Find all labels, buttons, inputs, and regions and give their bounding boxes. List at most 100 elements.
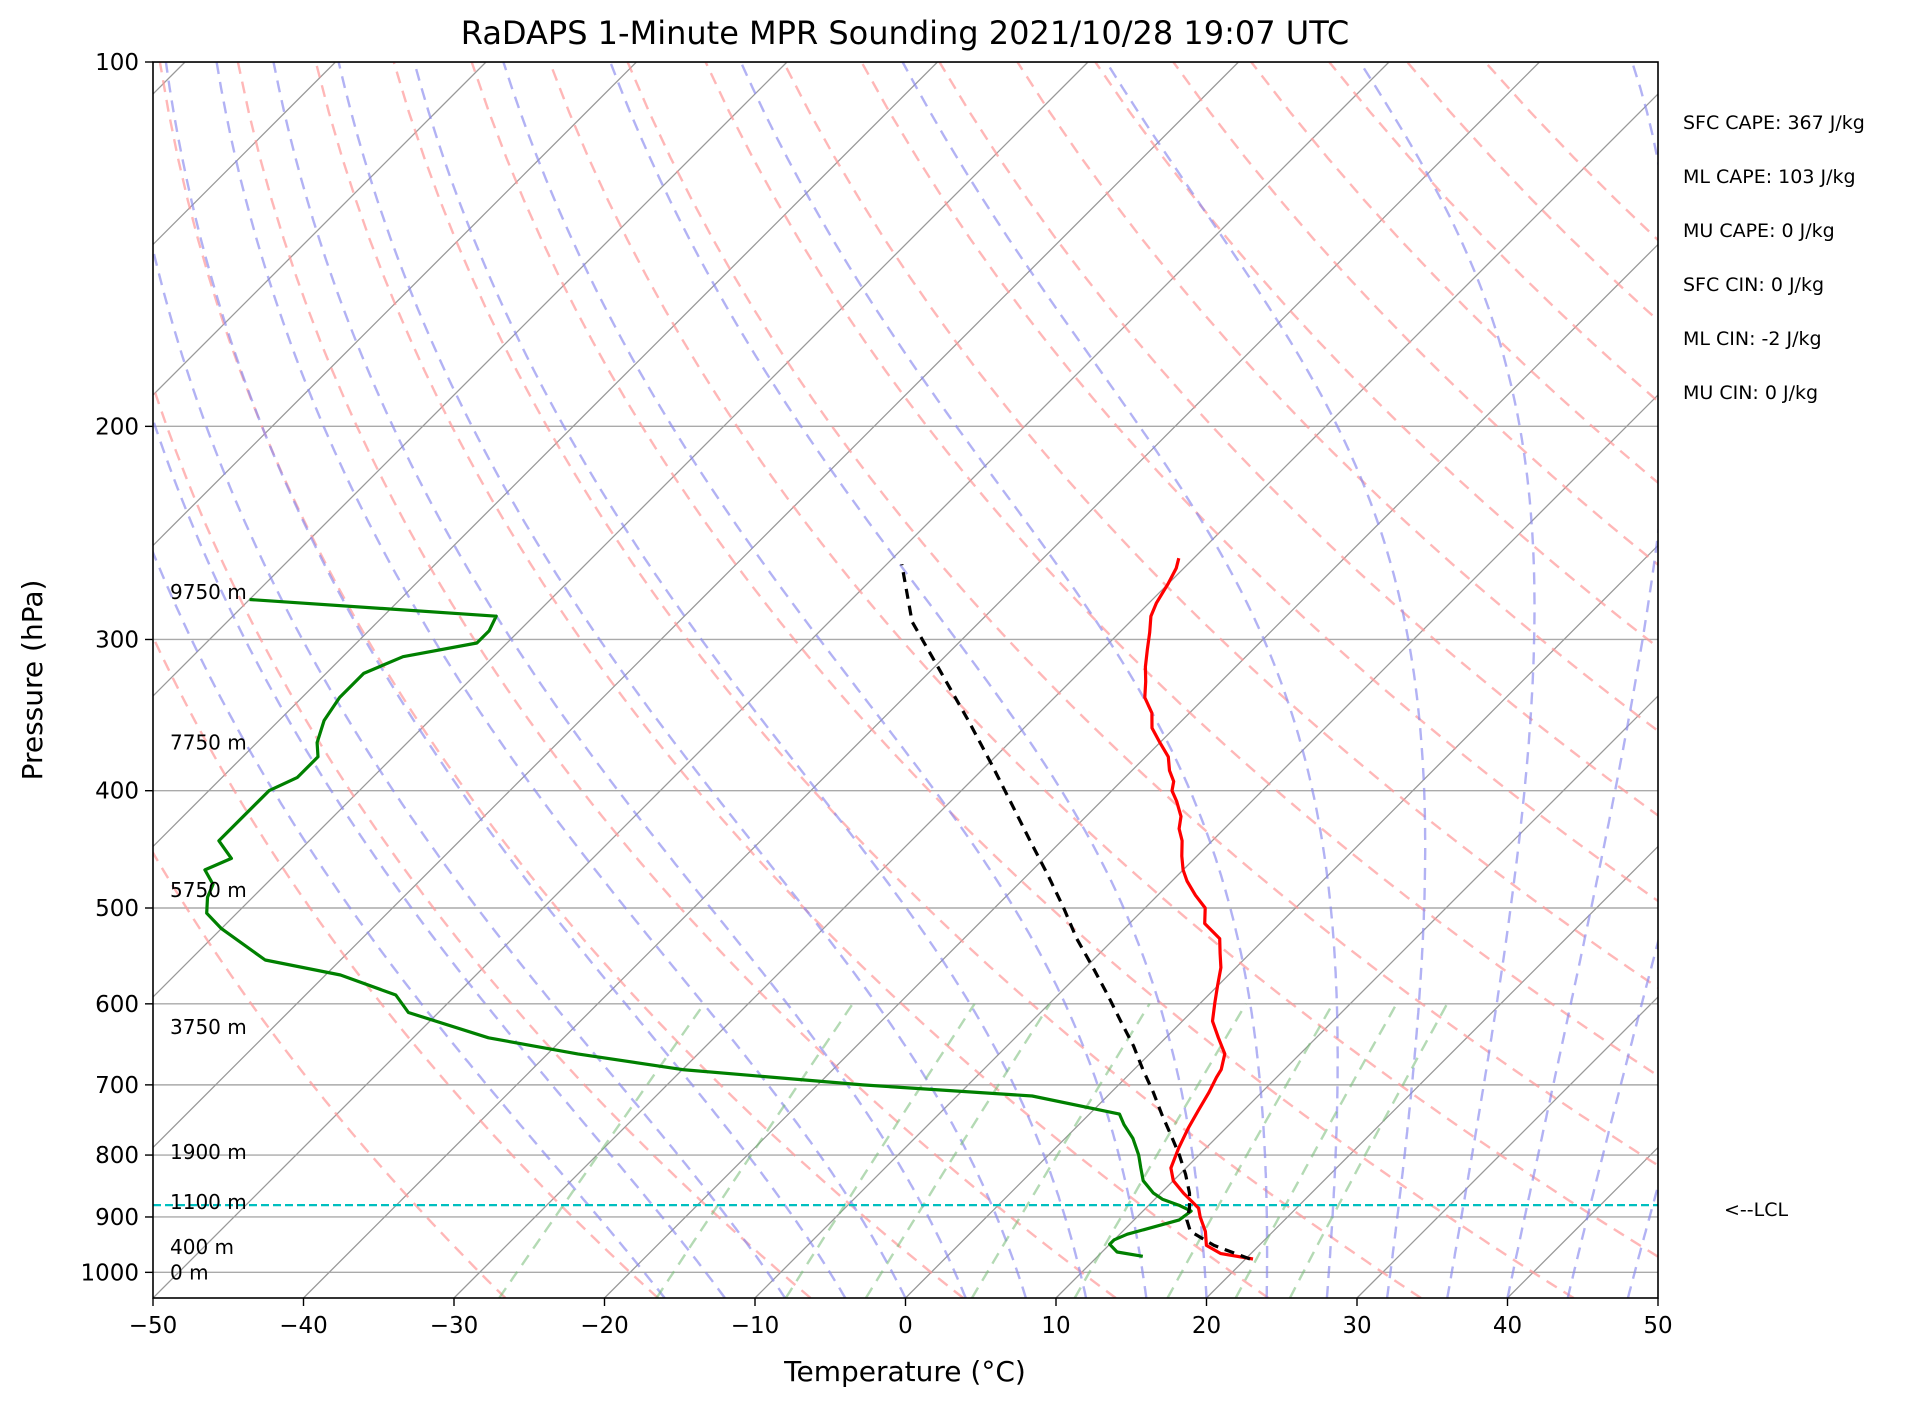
moist-adiabat-line [1506,62,1658,1298]
height-label: 3750 m [170,1015,247,1039]
moist-adiabat-line [1566,937,1658,1298]
x-tick-label: 50 [1643,1313,1672,1339]
moist-adiabat-line [164,62,847,1298]
y-axis-label: Pressure (hPa) [16,580,49,781]
x-tick-label: 40 [1493,1313,1522,1339]
dry-adiabat-line [626,62,1658,1167]
dry-adiabat-line [1328,62,1658,403]
stat-text: SFC CAPE: 367 J/kg [1683,112,1865,134]
y-tick-label: 500 [95,896,139,922]
y-tick-label: 800 [95,1143,139,1169]
isotherm-line [153,62,1390,1298]
moist-adiabat-line [153,244,787,1298]
isotherm-line [905,544,1658,1298]
dry-adiabat-line [704,62,1658,1078]
dry-adiabat-line [1250,62,1658,485]
isotherm-line [453,93,1658,1298]
isotherm-line [153,62,938,848]
moist-adiabat-line [153,416,726,1298]
mixing-ratio-line [655,1003,854,1298]
y-tick-label: 1000 [80,1260,139,1286]
y-tick-label: 200 [95,414,139,440]
stat-text: MU CAPE: 0 J/kg [1683,220,1835,242]
dry-adiabat-line [153,634,659,1298]
isotherm-line [1809,62,1911,1298]
dry-adiabat-line [158,62,964,1298]
dewpoint-line [203,597,1193,1258]
moist-adiabat-line [739,62,1269,1298]
y-tick-label: 900 [95,1205,139,1231]
dry-adiabat-line [860,62,1658,903]
parcel-line [900,564,1251,1261]
isotherm-line [1356,996,1658,1298]
isotherm-line [153,62,1089,998]
isotherm-line [153,62,637,547]
x-tick-label: −20 [580,1313,629,1339]
height-label: 400 m [170,1235,234,1259]
lcl-label: <--LCL [1724,1199,1788,1221]
x-tick-label: −40 [279,1313,328,1339]
stat-text: SFC CIN: 0 J/kg [1683,274,1824,296]
isotherm-line [1657,1297,1658,1298]
mixing-ratio-line [784,1003,976,1298]
chart-title: RaDAPS 1-Minute MPR Sounding 2021/10/28 … [461,14,1349,52]
x-tick-label: −50 [129,1313,178,1339]
dry-adiabat-line [392,62,1422,1298]
stat-text: MU CIN: 0 J/kg [1683,382,1818,404]
plot-frame [152,61,1659,1299]
dry-adiabat-line [548,62,1658,1259]
moist-adiabat-line [1105,62,1427,1298]
moist-adiabat-line [502,62,1148,1298]
isotherm-line [754,394,1658,1298]
moist-adiabat-line [337,62,1028,1298]
height-label: 1900 m [170,1140,247,1164]
mixing-ratio-line [864,1003,1052,1298]
dry-adiabat-line [153,850,507,1298]
height-label: 5750 m [170,878,247,902]
isotherm-line [1507,1146,1658,1298]
dry-adiabat-line [938,62,1658,817]
mixing-ratio-line [970,1003,1151,1298]
y-tick-label: 300 [95,627,139,653]
x-tick-label: −30 [430,1313,479,1339]
isotherm-line [1206,845,1658,1298]
mixing-ratio-line [1073,1003,1247,1298]
x-axis-label: Temperature (°C) [783,1355,1026,1388]
isotherm-line [153,62,788,697]
moist-adiabat-line [413,62,1088,1298]
height-label: 1100 m [170,1190,247,1214]
x-tick-label: 0 [898,1313,913,1339]
dry-adiabat-line [1016,62,1658,733]
x-tick-label: 20 [1192,1313,1221,1339]
mixing-ratio-line [1234,1003,1398,1298]
moist-adiabat-line [1626,1181,1658,1298]
y-tick-label: 400 [95,779,139,805]
x-tick-label: 10 [1041,1313,1070,1339]
isotherm-line [153,62,487,396]
moist-adiabat-line [901,62,1339,1298]
isotherm-line [303,62,1540,1298]
moist-adiabat-line [215,62,907,1298]
dry-adiabat-line [314,62,1270,1298]
dry-adiabat-line [1484,62,1658,242]
moist-adiabat-line [1358,62,1536,1298]
dry-adiabat-line [153,382,812,1298]
y-tick-label: 100 [95,50,139,76]
stat-text: ML CIN: -2 J/kg [1683,328,1822,350]
y-tick-label: 600 [95,992,139,1018]
mixing-ratio-line [1166,1003,1334,1298]
dry-adiabat-line [470,62,1575,1298]
moist-adiabat-line [153,549,666,1298]
y-tick-label: 700 [95,1073,139,1099]
height-label: 7750 m [170,731,247,755]
isotherm-line [153,62,1239,1149]
x-tick-label: −10 [731,1313,780,1339]
dry-adiabat-line [782,62,1658,990]
stat-text: ML CAPE: 103 J/kg [1683,166,1856,188]
dry-adiabat-line [1094,62,1658,649]
isotherm-line [604,243,1658,1298]
height-label: 9750 m [170,580,247,604]
dry-adiabat-line [236,62,1117,1298]
isotherm-line [153,62,336,246]
